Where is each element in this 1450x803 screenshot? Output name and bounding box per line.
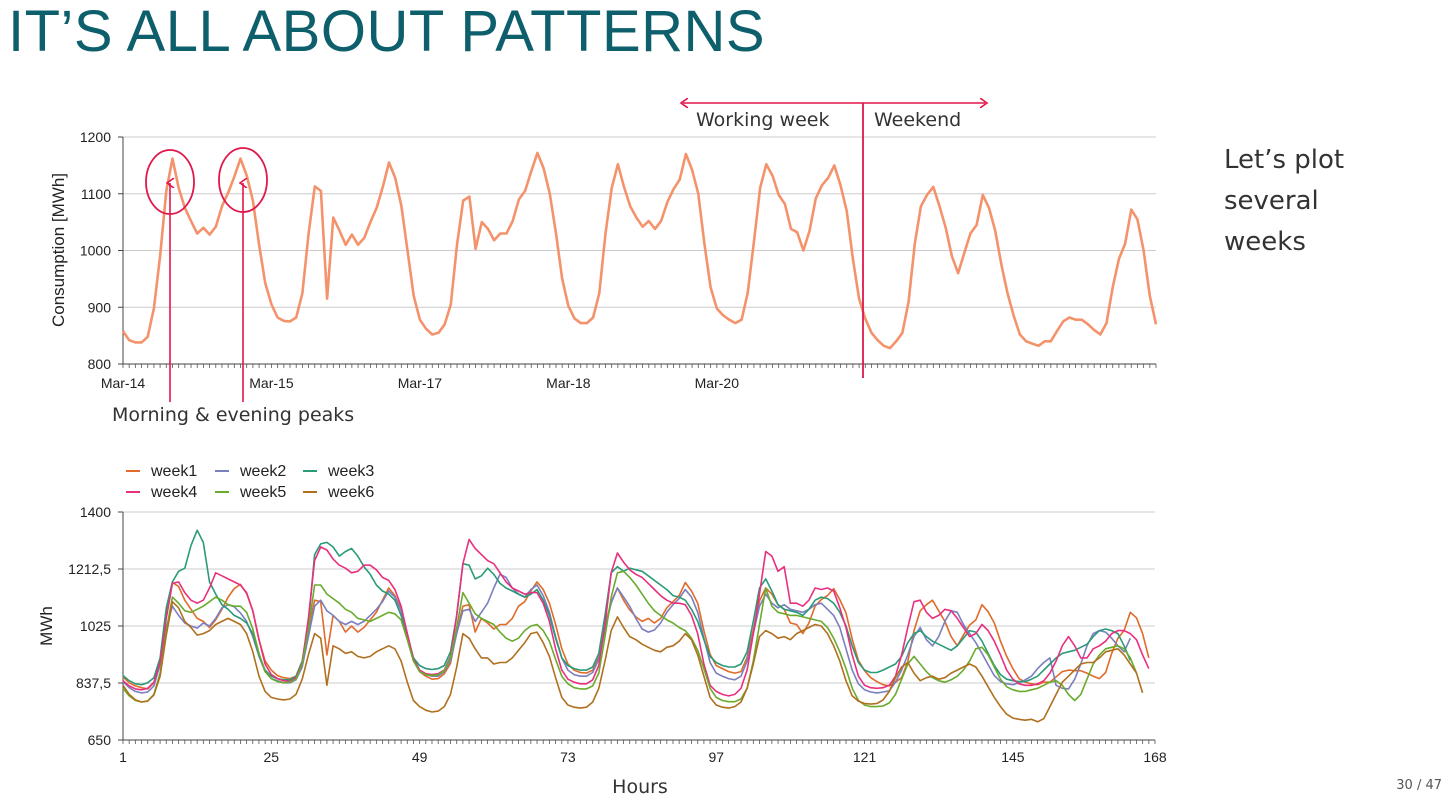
series-line-week6 [122,600,1144,723]
bottom-y-tick-label: 1400 [80,504,111,520]
top-x-tick-label: Mar-14 [101,375,146,391]
top-y-tick-label: 1100 [81,186,111,202]
bottom-x-tick-label: 121 [853,749,877,765]
bottom-x-tick-label: 145 [1001,749,1025,765]
legend-label-week1: week1 [150,463,197,480]
bottom-y-tick-label: 837,5 [76,675,111,691]
consumption-line [121,151,1158,350]
side-note-line: weeks [1224,227,1306,257]
bottom-x-tick-label: 49 [412,749,428,765]
top-y-axis-title: Consumption [MWh] [49,173,68,327]
page-number: 30 / 47 [1396,778,1442,793]
slide-title: IT’S ALL ABOUT PATTERNS [8,0,766,64]
legend-label-week5: week5 [239,484,286,501]
weekend-label: Weekend [874,109,961,131]
top-x-tick-label: Mar-18 [546,375,591,391]
side-note: Let’s plot several weeks [1224,140,1424,263]
top-y-tick-label: 1000 [80,243,111,259]
side-note-line: Let’s plot [1224,145,1345,175]
top-y-tick-label: 1200 [80,129,111,145]
side-note-line: several [1224,186,1319,216]
bottom-x-tick-label: 97 [708,749,724,765]
working-week-label: Working week [696,109,829,131]
bottom-x-tick-label: 25 [264,749,280,765]
bottom-y-axis-title: MWh [37,606,56,646]
bottom-y-tick-label: 1025 [80,618,111,634]
series-line-week3 [122,529,1132,686]
series-line-week4 [122,538,1150,697]
legend-label-week2: week2 [239,463,286,480]
top-x-tick-label: Mar-17 [398,375,443,391]
series-line-week5 [122,570,1138,708]
series-line-week2 [122,573,1132,694]
bottom-x-tick-label: 168 [1143,749,1167,765]
legend-label-week6: week6 [327,484,374,501]
bottom-y-tick-label: 1212,5 [68,561,111,577]
series-line-week1 [122,581,1150,690]
top-x-tick-label: Mar-15 [249,375,294,391]
bottom-x-tick-label: 73 [560,749,576,765]
bottom-y-tick-label: 650 [88,732,112,748]
legend-label-week4: week4 [150,484,197,501]
top-y-tick-label: 800 [88,356,112,372]
peaks-label: Morning & evening peaks [112,404,354,426]
bottom-x-axis-title: Hours [612,776,668,798]
top-x-tick-label: Mar-20 [695,375,740,391]
top-y-tick-label: 900 [88,299,112,315]
bottom-x-tick-label: 1 [119,749,127,765]
legend-label-week3: week3 [327,463,374,480]
